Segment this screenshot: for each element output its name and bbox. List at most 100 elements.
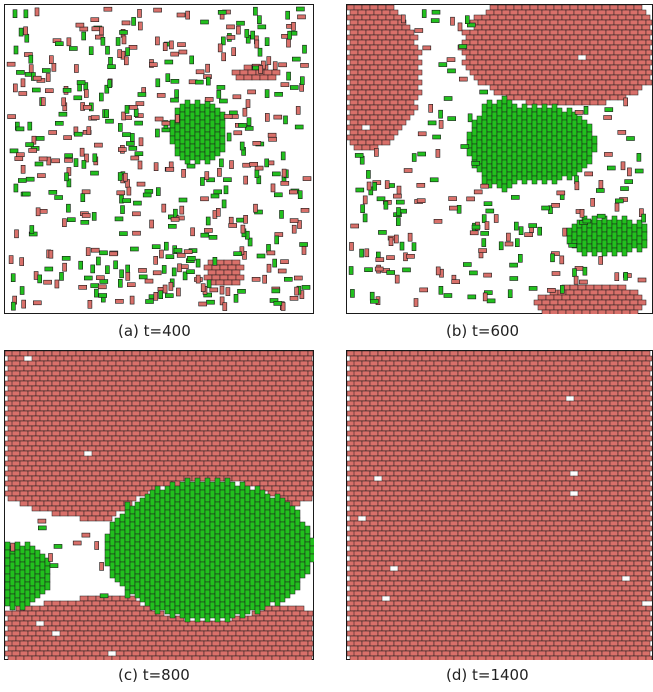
- red-brick: [167, 375, 177, 382]
- red-brick: [107, 370, 117, 377]
- red-brick: [517, 59, 527, 66]
- red-brick: [159, 475, 169, 482]
- green-brick: [521, 151, 528, 161]
- red-brick: [19, 460, 29, 467]
- panel-c-lattice: [4, 350, 314, 660]
- red-brick: [63, 395, 73, 402]
- green-brick: [206, 279, 212, 289]
- red-brick: [155, 630, 165, 637]
- red-brick: [280, 259, 289, 264]
- red-brick: [91, 500, 101, 507]
- green-brick: [641, 231, 648, 241]
- red-brick: [585, 370, 595, 377]
- green-brick: [24, 541, 31, 551]
- red-brick: [59, 430, 69, 437]
- red-brick: [263, 455, 273, 462]
- red-brick: [283, 490, 293, 497]
- red-brick: [99, 430, 109, 437]
- red-brick: [127, 425, 137, 432]
- red-brick: [143, 655, 153, 660]
- red-brick: [179, 470, 189, 477]
- red-brick: [251, 630, 261, 637]
- green-brick: [199, 127, 206, 137]
- red-brick: [175, 405, 185, 412]
- red-brick: [295, 495, 305, 502]
- red-brick: [155, 370, 165, 377]
- red-brick: [357, 79, 367, 86]
- green-brick: [561, 151, 568, 161]
- red-brick: [67, 410, 77, 417]
- red-brick: [478, 248, 487, 253]
- red-brick: [465, 350, 475, 357]
- red-brick: [111, 425, 121, 432]
- green-brick: [566, 139, 573, 149]
- red-brick: [147, 380, 157, 387]
- red-brick: [227, 430, 237, 437]
- red-brick: [545, 430, 555, 437]
- red-brick: [123, 350, 133, 357]
- red-brick: [365, 435, 375, 442]
- red-brick: [151, 445, 161, 452]
- red-brick: [147, 420, 157, 427]
- green-brick: [417, 151, 426, 157]
- green-brick: [299, 561, 306, 571]
- red-brick: [35, 480, 45, 487]
- red-brick: [271, 445, 281, 452]
- red-brick: [401, 390, 411, 397]
- green-brick: [14, 565, 21, 575]
- red-brick: [609, 440, 619, 447]
- red-brick: [465, 420, 475, 427]
- red-brick: [637, 79, 647, 86]
- green-brick: [284, 573, 291, 583]
- red-brick: [393, 370, 403, 377]
- green-brick: [164, 533, 171, 543]
- red-brick: [75, 360, 85, 367]
- red-brick: [167, 425, 177, 432]
- red-brick: [565, 99, 575, 106]
- red-brick: [299, 360, 309, 367]
- red-brick: [605, 9, 615, 16]
- red-brick: [155, 620, 165, 627]
- green-brick: [29, 585, 36, 595]
- red-brick: [385, 104, 395, 111]
- red-brick: [589, 415, 599, 422]
- red-brick: [159, 635, 169, 642]
- red-brick: [385, 390, 395, 397]
- red-brick: [645, 405, 653, 412]
- red-brick: [23, 645, 33, 652]
- green-brick: [144, 589, 151, 599]
- red-brick: [83, 370, 93, 377]
- green-brick: [199, 545, 206, 555]
- red-brick: [441, 470, 451, 477]
- red-brick: [473, 64, 483, 71]
- green-brick: [531, 127, 538, 137]
- red-brick: [270, 183, 276, 193]
- green-brick: [124, 533, 131, 543]
- green-brick: [283, 115, 288, 125]
- red-brick: [579, 209, 585, 218]
- red-brick: [223, 425, 233, 432]
- red-brick: [365, 59, 375, 66]
- red-brick: [581, 355, 591, 362]
- red-brick: [215, 435, 225, 442]
- green-brick: [271, 171, 281, 177]
- red-brick: [513, 64, 523, 71]
- red-brick: [369, 420, 379, 427]
- brick-layer: [346, 4, 653, 314]
- red-brick: [263, 655, 273, 660]
- green-brick: [596, 219, 603, 229]
- green-brick: [174, 517, 181, 527]
- red-brick: [15, 475, 25, 482]
- red-brick: [187, 360, 197, 367]
- green-brick: [194, 509, 201, 519]
- red-brick: [453, 405, 463, 412]
- green-brick: [526, 147, 533, 157]
- red-brick: [153, 256, 158, 265]
- red-brick: [55, 485, 65, 492]
- red-brick: [477, 425, 487, 432]
- red-brick: [361, 114, 371, 121]
- red-brick: [641, 350, 651, 357]
- green-brick: [274, 573, 281, 583]
- red-brick: [569, 44, 579, 51]
- red-brick: [167, 655, 177, 660]
